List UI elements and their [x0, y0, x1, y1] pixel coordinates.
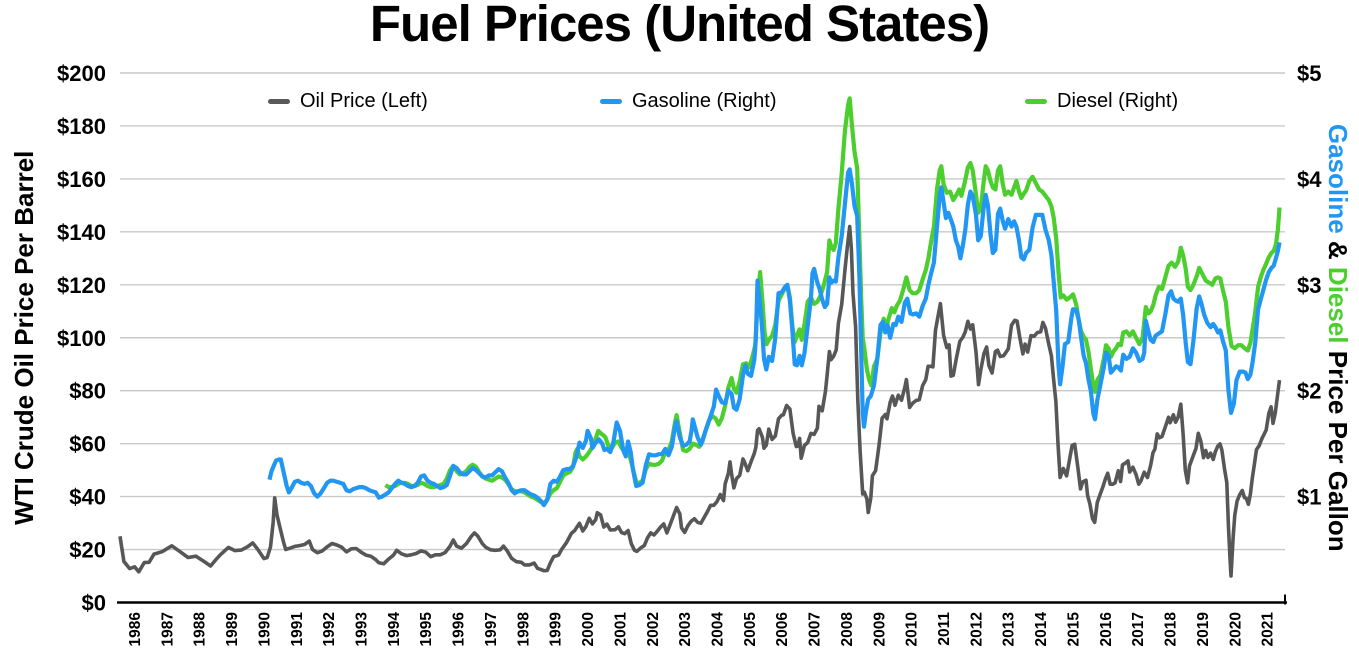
left-axis-tick-label: $200: [57, 61, 106, 86]
x-axis-year-label: 2014: [1033, 612, 1050, 647]
x-axis-year-label: 1999: [548, 612, 565, 647]
x-axis-year-label: 2008: [839, 612, 856, 647]
x-axis-year-label: 2016: [1098, 612, 1115, 647]
legend-label: Gasoline (Right): [632, 89, 777, 112]
legend-swatch-icon: [600, 98, 622, 104]
x-axis-year-label: 1996: [451, 612, 468, 647]
legend-label: Diesel (Right): [1057, 89, 1179, 112]
chart-title: Fuel Prices (United States): [369, 0, 990, 52]
x-axis-year-label: 1990: [256, 612, 273, 646]
x-axis-year-label: 2005: [742, 612, 759, 647]
left-axis-tick-label: $100: [57, 326, 106, 351]
x-axis-year-label: 2011: [936, 612, 953, 646]
left-axis-tick-label: $160: [57, 167, 106, 192]
x-axis-year-label: 2019: [1195, 612, 1212, 647]
x-axis-year-label: 2007: [807, 612, 824, 646]
legend-item-diesel: Diesel (Right): [1025, 90, 1178, 112]
x-axis-year-label: 1992: [321, 612, 338, 646]
x-axis-year-label: 2010: [904, 612, 921, 646]
x-axis-year-label: 1993: [354, 612, 371, 647]
x-axis-year-label: 2020: [1227, 612, 1244, 646]
left-axis-tick-label: $120: [57, 273, 106, 298]
right-axis-tick-label: $2: [1297, 379, 1321, 404]
x-axis-year-label: 1986: [127, 612, 144, 647]
x-axis-year-label: 1994: [386, 612, 403, 647]
legend-item-oil: Oil Price (Left): [268, 90, 428, 112]
x-axis-year-label: 2001: [612, 612, 629, 647]
left-axis-tick-label: $80: [69, 379, 106, 404]
x-axis-year-label: 1995: [418, 612, 435, 647]
series-line-oil: [118, 224, 1282, 578]
left-axis-tick-label: $0: [82, 591, 106, 616]
x-axis-year-label: 2002: [645, 612, 662, 646]
right-axis-tick-label: $1: [1297, 485, 1321, 510]
right-axis-title: Gasoline & Diesel Price Per Gallon: [1323, 124, 1353, 552]
left-axis-tick-label: $140: [57, 220, 106, 245]
x-axis-year-label: 1987: [159, 612, 176, 646]
left-axis-tick-label: $40: [69, 485, 106, 510]
x-axis-year-label: 1991: [289, 612, 306, 647]
right-axis-tick-label: $5: [1297, 61, 1321, 86]
x-axis-year-label: 2018: [1163, 612, 1180, 647]
left-axis-tick-label: $60: [69, 432, 106, 457]
x-axis-year-label: 1989: [224, 612, 241, 647]
series-line-gasoline: [267, 167, 1282, 508]
legend-swatch-icon: [268, 98, 290, 104]
x-axis-year-label: 2013: [1001, 612, 1018, 647]
legend-item-gasoline: Gasoline (Right): [600, 90, 777, 112]
x-axis-year-label: 2015: [1065, 612, 1082, 647]
x-axis-year-label: 2012: [968, 612, 985, 646]
x-axis-year-label: 2000: [580, 612, 597, 646]
left-axis-title: WTI Crude Oil Price Per Barrel: [9, 151, 39, 525]
legend-label: Oil Price (Left): [300, 89, 428, 112]
left-axis-tick-label: $20: [69, 538, 106, 563]
legend-swatch-icon: [1025, 98, 1047, 104]
x-axis-year-label: 1997: [483, 612, 500, 646]
right-axis-tick-label: $4: [1297, 167, 1322, 192]
x-axis-year-label: 2021: [1260, 612, 1277, 647]
x-axis-year-label: 2004: [709, 612, 726, 647]
x-axis-year-label: 2006: [774, 612, 791, 647]
x-axis-year-label: 1998: [515, 612, 532, 647]
left-axis-tick-label: $180: [57, 114, 106, 139]
x-axis-year-label: 1988: [192, 612, 209, 647]
x-axis-year-label: 2017: [1130, 612, 1147, 646]
x-axis-year-label: 2009: [871, 612, 888, 647]
right-axis-tick-label: $3: [1297, 273, 1321, 298]
series-line-diesel: [384, 96, 1282, 506]
x-axis-year-label: 2003: [677, 612, 694, 647]
